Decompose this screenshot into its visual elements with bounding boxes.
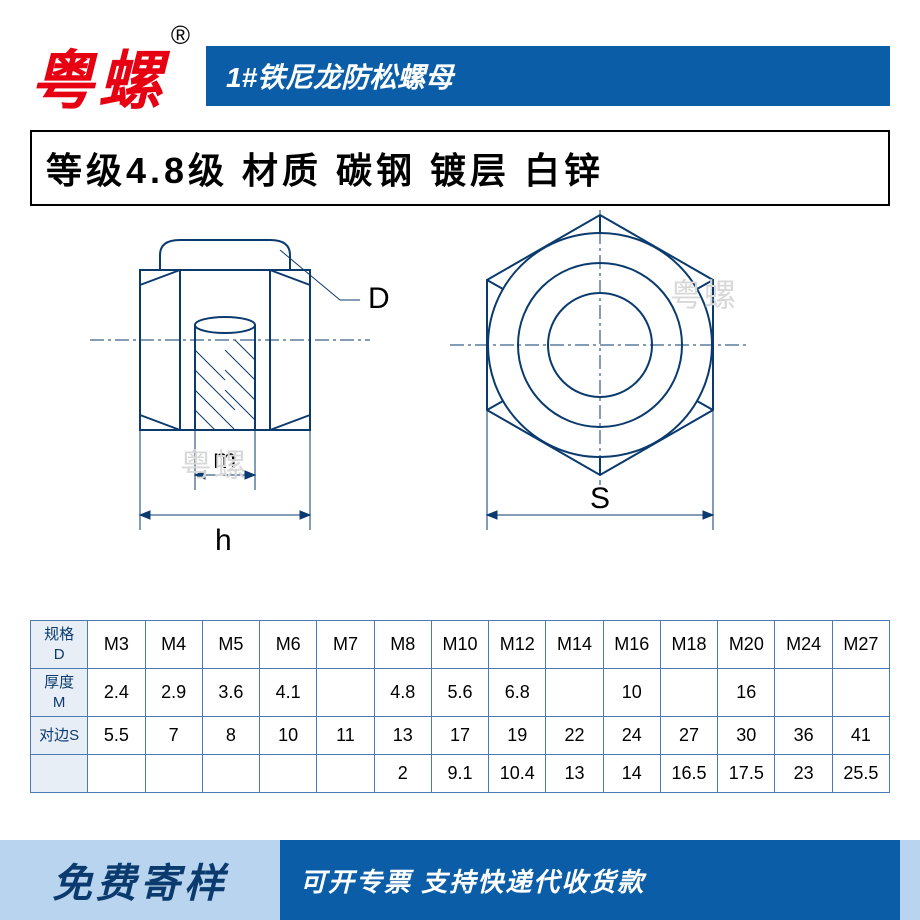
- table-row: 规格 D M3 M4 M5 M6 M7 M8 M10 M12 M14 M16 M…: [31, 621, 890, 669]
- table-row: 厚度 M 2.4 2.9 3.6 4.1 4.8 5.6 6.8 10 16: [31, 669, 890, 717]
- spec-line: 等级4.8级 材质 碳钢 镀层 白锌: [30, 130, 890, 206]
- label-S: S: [590, 482, 610, 515]
- label-D: D: [368, 282, 390, 315]
- row-header: 规格 D: [31, 621, 88, 669]
- watermark: 粤螺: [180, 440, 248, 486]
- brand-text: 粤螺: [30, 45, 166, 117]
- row-header: 厚度 M: [31, 669, 88, 717]
- row-header: [31, 755, 88, 793]
- label-h: h: [215, 524, 232, 557]
- watermark: 粤螺: [670, 270, 738, 316]
- table-row: 2 9.1 10.4 13 14 16.5 17.5 23 25.5: [31, 755, 890, 793]
- technical-diagram: D m h: [30, 210, 890, 610]
- registered-mark: ®: [171, 20, 194, 51]
- table-row: 对边S 5.5 7 8 10 11 13 17 19 22 24 27 30 3…: [31, 717, 890, 755]
- spec-table: 规格 D M3 M4 M5 M6 M7 M8 M10 M12 M14 M16 M…: [30, 620, 890, 793]
- product-title: 1#铁尼龙防松螺母: [206, 46, 890, 106]
- footer-left: 免费寄样: [0, 840, 280, 920]
- brand-logo: 粤螺 ®: [30, 30, 166, 122]
- row-header: 对边S: [31, 717, 88, 755]
- footer-banner: 免费寄样 可开专票 支持快递代收货款: [0, 840, 920, 920]
- footer-edge: [900, 840, 920, 920]
- footer-right: 可开专票 支持快递代收货款: [280, 840, 900, 920]
